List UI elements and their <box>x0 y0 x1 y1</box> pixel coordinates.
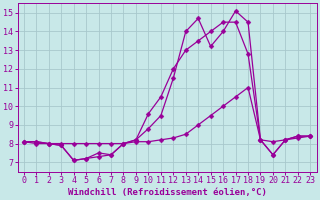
X-axis label: Windchill (Refroidissement éolien,°C): Windchill (Refroidissement éolien,°C) <box>68 188 267 197</box>
